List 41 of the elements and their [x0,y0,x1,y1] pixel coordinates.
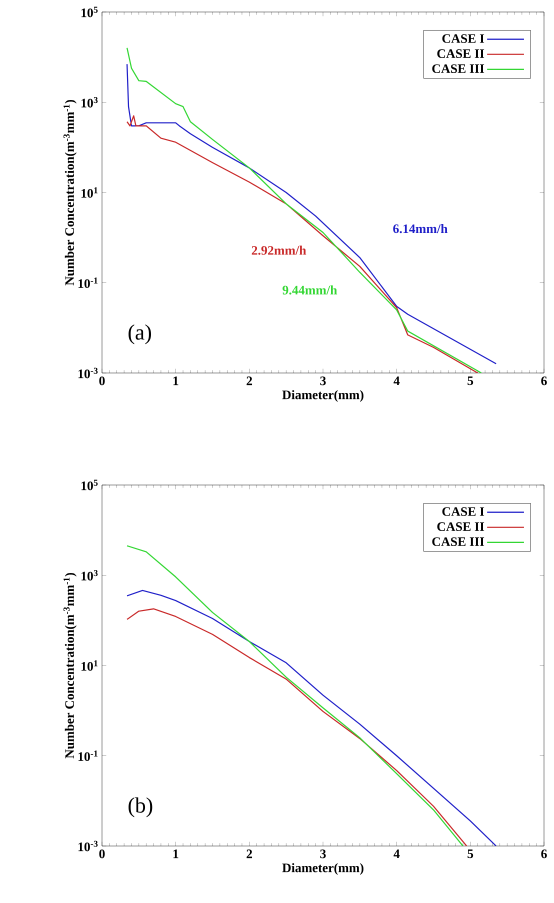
x-tick-label: 3 [320,376,326,386]
x-tick-label: 6 [541,376,547,386]
x-axis-title: Diameter(mm) [282,863,364,875]
x-tick-label: 0 [99,376,105,386]
line-series [126,545,464,846]
y-tick-label: 10$^{1}$ [82,187,98,198]
annotation: (a) [128,324,151,344]
legend-label: CASE I [442,507,484,516]
x-tick-label: 1 [173,376,178,386]
line-series [126,115,478,373]
x-tick-label: 3 [320,850,326,858]
annotation: 2.92mm/h [252,246,306,255]
y-tick-label: 10$^{3}$ [82,570,98,580]
legend-label: CASE III [432,64,484,74]
annotation: 6.14mm/h [393,224,448,234]
legend-label: CASE III [432,537,484,546]
y-axis-title: Number Concentration(m$^{-3}$mm$^{-1}$) [64,100,77,286]
y-tick-label: 10$^{-3}$ [78,368,98,378]
legend-label: CASE I [442,34,484,43]
y-tick-label: 10$^{5}$ [82,480,98,490]
x-tick-label: 4 [394,376,400,386]
y-tick-label: 10$^{-3}$ [78,840,98,852]
y-tick-label: 10$^{3}$ [82,97,98,108]
y-tick-label: 10$^{5}$ [82,6,98,18]
x-tick-label: 5 [468,850,474,858]
x-tick-label: 6 [541,850,547,858]
y-tick-label: 10$^{-1}$ [78,750,98,761]
x-tick-label: 1 [173,850,178,858]
y-tick-label: 10$^{1}$ [82,660,98,671]
annotation: 9.44mm/h [282,285,338,295]
legend-label: CASE II [437,522,484,531]
x-tick-label: 4 [394,850,400,858]
x-tick-label: 5 [468,376,474,386]
y-tick-label: 10$^{-1}$ [78,278,98,288]
y-axis-title: Number Concentration(m$^{-3}$mm$^{-1}$) [64,572,77,758]
x-tick-label: 0 [99,850,105,858]
legend-label: CASE II [437,49,484,58]
x-axis-title: Diameter(mm) [282,390,364,402]
x-tick-label: 2 [246,376,252,386]
annotation: (b) [128,797,152,818]
x-tick-label: 2 [246,850,252,858]
